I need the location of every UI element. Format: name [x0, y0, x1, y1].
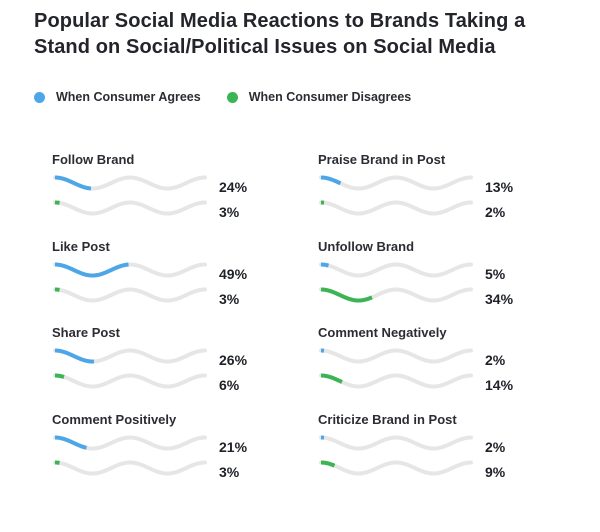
disagree-wave-bar [54, 373, 65, 379]
agree-wave-bar [320, 262, 329, 268]
disagree-value-label: 3% [219, 464, 240, 480]
panel-label: Follow Brand [52, 152, 135, 167]
wave-bars [319, 175, 473, 216]
disagree-value-label: 3% [219, 204, 240, 220]
agree-value-label: 13% [485, 179, 514, 195]
panel-label: Praise Brand in Post [318, 152, 446, 167]
panel-label: Comment Negatively [318, 325, 447, 340]
wave-track [53, 287, 207, 303]
agree-wave-bar [320, 175, 342, 186]
wave-track [319, 348, 473, 364]
panel-comment-positively: Comment Positively 21% 3% [52, 412, 292, 492]
disagree-value-label: 14% [485, 377, 514, 393]
chart-legend: When Consumer Agrees When Consumer Disag… [34, 88, 437, 106]
agree-wave-bar [54, 262, 129, 278]
panel-follow-brand: Follow Brand 24% 3% [52, 152, 292, 232]
panel-share-post: Share Post 26% 6% [52, 325, 292, 405]
panel-criticize-brand-in-post: Criticize Brand in Post 2% 9% [318, 412, 558, 492]
wave-track [319, 262, 473, 278]
agree-value-label: 24% [219, 179, 248, 195]
agree-value-label: 49% [219, 266, 248, 282]
disagree-wave-bar [320, 373, 343, 384]
legend-label-agrees: When Consumer Agrees [56, 90, 201, 104]
wave-bars [319, 348, 473, 389]
legend-item-disagrees: When Consumer Disagrees [226, 90, 412, 104]
agree-wave-bar [54, 348, 95, 364]
wave-track [53, 373, 207, 389]
wave-bars [53, 175, 207, 216]
panel-label: Comment Positively [52, 412, 177, 427]
agree-value-label: 2% [485, 439, 506, 455]
chart-title: Popular Social Media Reactions to Brands… [34, 10, 526, 58]
wave-track [53, 460, 207, 476]
agree-value-label: 26% [219, 352, 248, 368]
panel-praise-brand-in-post: Praise Brand in Post 13% 2% [318, 152, 558, 232]
wave-track [319, 200, 473, 216]
agree-value-label: 2% [485, 352, 506, 368]
panel-like-post: Like Post 49% 3% [52, 239, 292, 319]
panel-comment-negatively: Comment Negatively 2% 14% [318, 325, 558, 405]
disagree-value-label: 6% [219, 377, 240, 393]
agree-value-label: 21% [219, 439, 248, 455]
agree-wave-bar [54, 435, 87, 450]
wave-bars [53, 435, 207, 476]
legend-label-disagrees: When Consumer Disagrees [248, 90, 412, 104]
disagree-value-label: 9% [485, 464, 506, 480]
wave-bars [319, 435, 473, 476]
disagree-value-label: 2% [485, 204, 506, 220]
wave-track [319, 175, 473, 191]
wave-bars [319, 262, 473, 303]
wave-track [319, 460, 473, 476]
legend-dot-disagrees [226, 91, 238, 103]
agree-value-label: 5% [485, 266, 506, 282]
legend-item-agrees: When Consumer Agrees [34, 90, 201, 104]
disagree-wave-bar [320, 287, 373, 303]
wave-track [319, 373, 473, 389]
panel-label: Share Post [52, 325, 120, 340]
wave-track [319, 435, 473, 451]
disagree-wave-bar [320, 460, 336, 468]
disagree-value-label: 3% [219, 291, 240, 307]
panel-label: Criticize Brand in Post [318, 412, 457, 427]
wave-track [53, 200, 207, 216]
panel-label: Unfollow Brand [318, 239, 415, 254]
wave-bars [53, 348, 207, 389]
disagree-value-label: 34% [485, 291, 514, 307]
agree-wave-bar [54, 175, 92, 191]
panel-label: Like Post [52, 239, 110, 254]
panel-unfollow-brand: Unfollow Brand 5% 34% [318, 239, 558, 319]
legend-dot-agrees [34, 91, 45, 103]
wave-bars [53, 262, 207, 303]
